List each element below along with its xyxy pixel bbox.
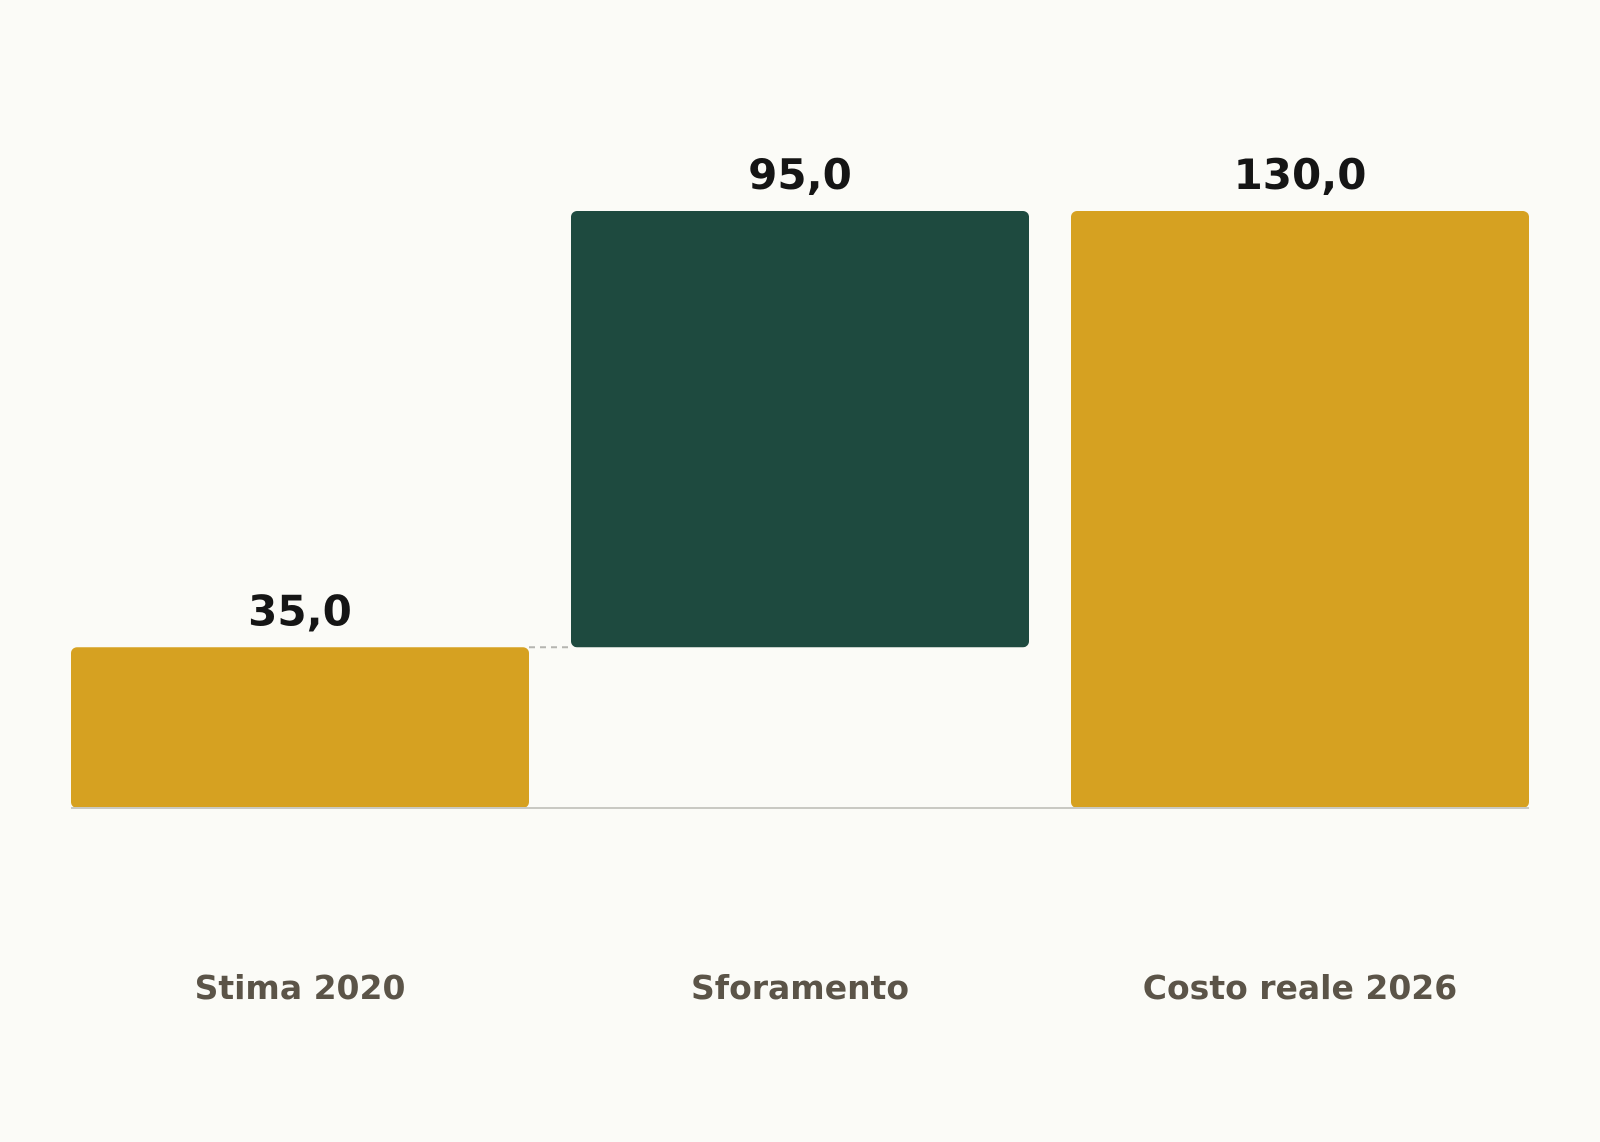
category-label-3: Costo reale 2026 xyxy=(1143,968,1457,1007)
bars-group xyxy=(71,211,1529,808)
category-labels-group: Stima 2020 Sforamento Costo reale 2026 xyxy=(195,968,1458,1007)
bar-1 xyxy=(71,647,529,808)
value-label-2: 95,0 xyxy=(748,150,852,199)
category-label-2: Sforamento xyxy=(691,968,909,1007)
value-label-1: 35,0 xyxy=(248,586,352,635)
value-labels-group: 35,0 95,0 130,0 xyxy=(248,150,1366,635)
bar-2 xyxy=(571,211,1029,648)
category-label-1: Stima 2020 xyxy=(195,968,406,1007)
bar-3 xyxy=(1071,211,1529,808)
value-label-3: 130,0 xyxy=(1234,150,1367,199)
